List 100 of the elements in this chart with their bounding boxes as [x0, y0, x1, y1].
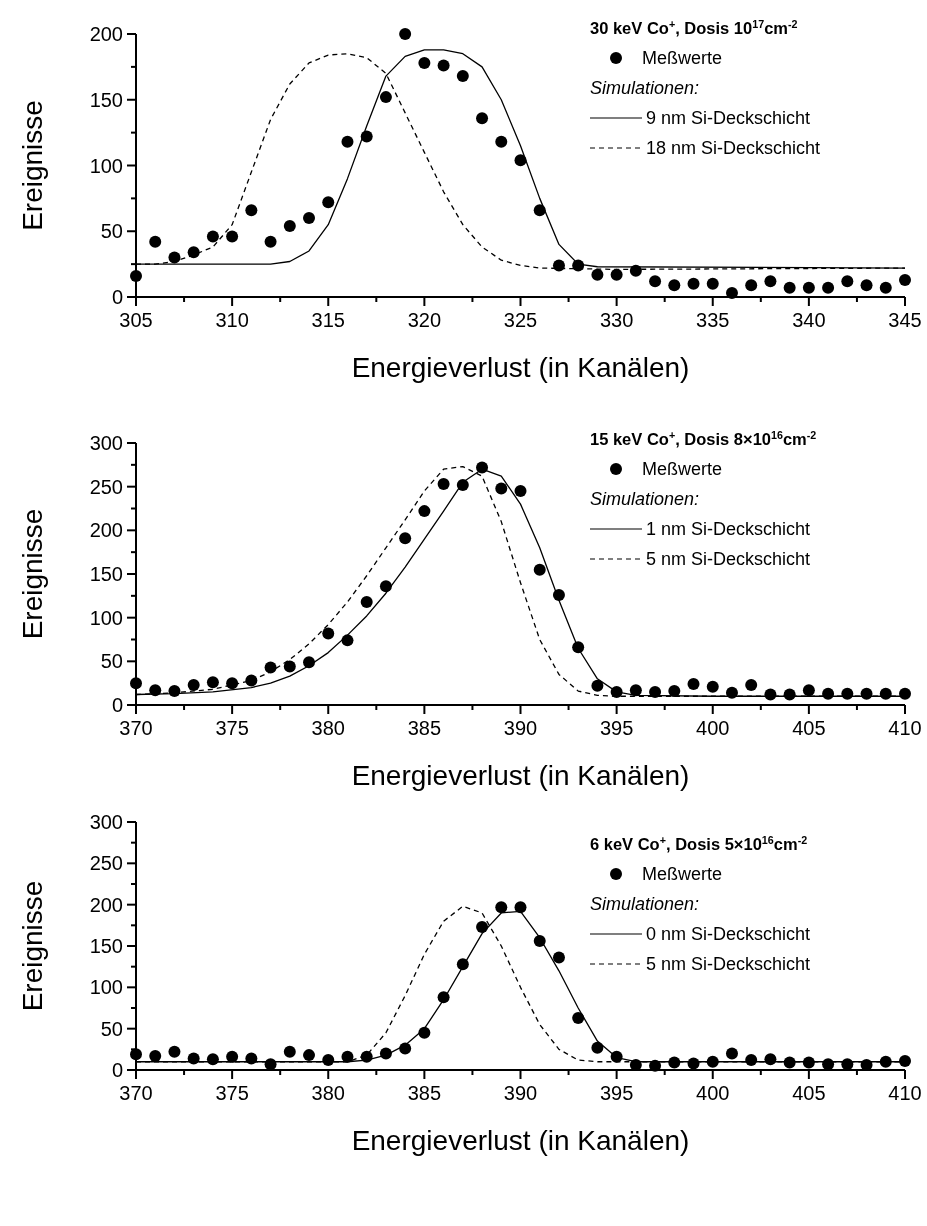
x-tick-label: 385 [407, 1082, 442, 1104]
point [187, 678, 200, 691]
point [629, 684, 642, 697]
x-axis-title: Energieverlust (in Kanälen) [351, 760, 690, 791]
x-tick-label: 400 [696, 717, 730, 739]
x-tick-label: 325 [503, 309, 538, 331]
legend-title: 15 keV Co$^{+}$, Dosis 8×10$^{16}$cm$^{-2}$ [590, 429, 817, 448]
point [283, 219, 296, 232]
point [899, 1054, 911, 1067]
legend-title: 6 keV Co$^{+}$, Dosis 5×10$^{16}$cm$^{-2}$ [590, 834, 808, 853]
point [418, 56, 431, 69]
y-tick-label: 0 [111, 694, 123, 716]
point [495, 901, 508, 914]
y-tick-label: 0 [111, 1059, 123, 1081]
y-tick-label: 100 [89, 606, 123, 629]
point [149, 1049, 162, 1062]
point [476, 112, 489, 125]
x-tick-label: 345 [888, 309, 922, 331]
point [533, 563, 546, 576]
x-axis-title: Energieverlust (in Kanälen) [351, 1125, 690, 1156]
point [399, 532, 412, 545]
x-tick-label: 320 [407, 309, 442, 331]
y-tick-label: 150 [89, 563, 123, 585]
point [206, 230, 219, 243]
point [168, 1045, 181, 1058]
point [149, 235, 162, 248]
point [283, 1045, 296, 1058]
point [206, 676, 219, 689]
x-tick-label: 370 [119, 717, 153, 739]
y-axis-title: Ereignisse [17, 508, 48, 640]
point [341, 135, 354, 148]
point [418, 505, 431, 518]
point [591, 1041, 604, 1054]
y-tick-label: 0 [111, 286, 123, 308]
x-tick-label: 310 [215, 309, 249, 331]
point [437, 59, 450, 72]
y-axis-title: Ereignisse [17, 100, 48, 231]
y-tick-label: 50 [100, 220, 123, 243]
y-tick-label: 300 [89, 811, 123, 833]
point [303, 1049, 316, 1062]
point [456, 70, 469, 83]
point [226, 1050, 239, 1063]
point [264, 235, 277, 248]
point [668, 279, 681, 292]
x-tick-label: 385 [407, 717, 442, 739]
y-tick-label: 50 [100, 650, 123, 673]
y-axis-title: Ereignisse [17, 880, 48, 1012]
point [822, 281, 835, 294]
x-tick-label: 340 [792, 309, 826, 331]
x-tick-label: 380 [311, 717, 345, 739]
point [687, 277, 700, 290]
y-tick-label: 50 [100, 1017, 123, 1040]
point [668, 685, 681, 698]
point [687, 678, 700, 691]
point [764, 275, 777, 288]
point [783, 281, 796, 294]
legend-label: 1 nm Si-Deckschicht [646, 519, 811, 539]
x-tick-label: 375 [215, 1082, 249, 1104]
y-tick-label: 300 [89, 432, 123, 454]
x-tick-label: 370 [119, 1082, 153, 1104]
point [879, 281, 892, 294]
point [572, 1011, 585, 1024]
x-tick-label: 405 [792, 1082, 826, 1104]
point [226, 230, 239, 243]
legend-title: 30 keV Co$^{+}$, Dosis 10$^{17}$cm$^{-2}$ [590, 18, 798, 37]
x-tick-label: 410 [888, 717, 922, 739]
x-tick-label: 405 [792, 717, 826, 739]
point [437, 478, 450, 491]
point [322, 196, 335, 209]
annotation: Simulationen: [590, 78, 700, 98]
legend-label: 9 nm Si-Deckschicht [646, 108, 811, 128]
x-tick-label: 380 [311, 1082, 345, 1104]
point [899, 273, 911, 286]
point [495, 482, 508, 495]
x-tick-label: 390 [503, 717, 538, 739]
point [899, 687, 911, 700]
point [552, 259, 565, 272]
x-tick-label: 335 [696, 309, 730, 331]
point [610, 268, 623, 281]
x-tick-label: 375 [215, 717, 249, 739]
point [725, 686, 738, 699]
point [552, 951, 565, 964]
point [841, 275, 854, 288]
point [591, 268, 604, 281]
point [860, 279, 873, 292]
point [745, 279, 758, 292]
point [226, 677, 239, 690]
y-tick-label: 100 [89, 154, 123, 177]
legend-label: 0 nm Si-Deckschicht [646, 924, 811, 944]
point [591, 679, 604, 692]
y-tick-label: 250 [89, 852, 123, 875]
legend-label: Meßwerte [642, 48, 723, 68]
point [802, 281, 815, 294]
point [379, 91, 392, 104]
x-tick-label: 410 [888, 1082, 922, 1104]
y-tick-label: 200 [89, 893, 123, 916]
point [399, 28, 412, 40]
point [360, 595, 373, 608]
point [706, 277, 719, 290]
point [802, 684, 815, 697]
